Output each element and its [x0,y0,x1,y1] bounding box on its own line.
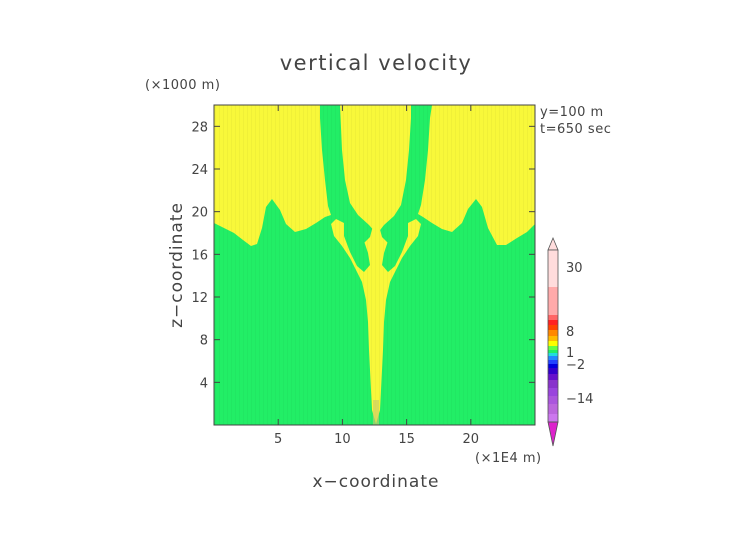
colorbar-label: −2 [566,358,585,373]
colorbar-segment [548,330,558,336]
colorbar-segment [548,320,558,325]
colorbar-segment [548,353,558,356]
x-axis: 5 10 15 20 [274,105,479,447]
colorbar-segment [548,341,558,346]
colorbar-segment [548,414,558,422]
colorbar-label: 8 [566,325,574,340]
info-line-time: t=650 sec [540,122,611,137]
plot-area [213,104,536,426]
colorbar-segment [548,364,558,368]
y-tick-label: 16 [191,248,208,263]
colorbar-segment [548,388,558,396]
x-tick-label: 10 [334,432,351,447]
colorbar-label: −14 [566,392,593,407]
y-unit-label: (×1000 m) [145,78,220,93]
colorbar-segment [548,404,558,414]
x-tick-label: 15 [398,432,415,447]
y-tick-label: 4 [200,376,208,391]
colorbar-segment [548,346,558,350]
y-tick-label: 28 [191,120,208,135]
y-axis: 4 8 12 16 20 24 28 [191,120,535,391]
y-tick-label: 24 [191,163,208,178]
x-unit-label: (×1E4 m) [475,451,542,466]
colorbar-segment [548,350,558,353]
colorbar-top-arrow [547,236,559,251]
colorbar-segment [548,336,558,341]
x-tick-label: 5 [274,432,282,447]
colorbar-segment [548,325,558,330]
grid-texture [214,105,535,425]
stem-shading [373,400,379,425]
plot-frame [213,104,536,426]
y-tick-label: 20 [191,206,208,221]
colorbar-bottom-arrow [547,421,559,447]
y-tick-label: 8 [200,334,208,349]
colorbar-frame [547,249,559,423]
colorbar-segment [548,380,558,388]
colorbar-segment [548,356,558,360]
colorbar-label: 30 [566,261,583,276]
colorbar-label: 1 [566,346,574,361]
colorbar: 30 8 1−2 −14 [547,236,593,447]
colorbar-segment [548,360,558,364]
x-axis-title: x−coordinate [313,472,440,492]
colorbar-segment [548,368,558,374]
y-tick-label: 12 [191,291,208,306]
y-axis-title: z−coordinate [167,202,187,328]
chart-title: vertical velocity [280,51,473,75]
colorbar-segment [548,250,558,287]
colorbar-segment [548,315,558,320]
colorbar-segment [548,396,558,404]
info-line-position: y=100 m [540,105,604,120]
x-tick-label: 20 [463,432,480,447]
colorbar-segment [548,374,558,380]
colorbar-segment [548,287,558,315]
